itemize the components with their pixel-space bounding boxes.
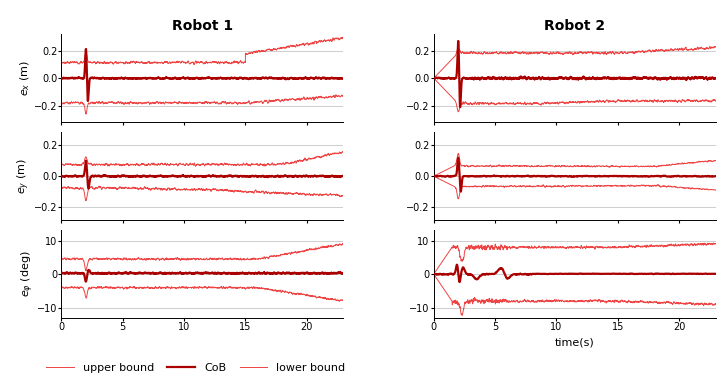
Title: Robot 1: Robot 1 [172,19,233,33]
Legend: upper bound, CoB, lower bound: upper bound, CoB, lower bound [42,358,350,377]
Y-axis label: $e_y$ (m): $e_y$ (m) [16,158,33,194]
X-axis label: time(s): time(s) [555,337,594,348]
Y-axis label: $e_\varphi$ (deg): $e_\varphi$ (deg) [19,251,35,298]
Y-axis label: $e_x$ (m): $e_x$ (m) [19,60,33,96]
Title: Robot 2: Robot 2 [544,19,605,33]
